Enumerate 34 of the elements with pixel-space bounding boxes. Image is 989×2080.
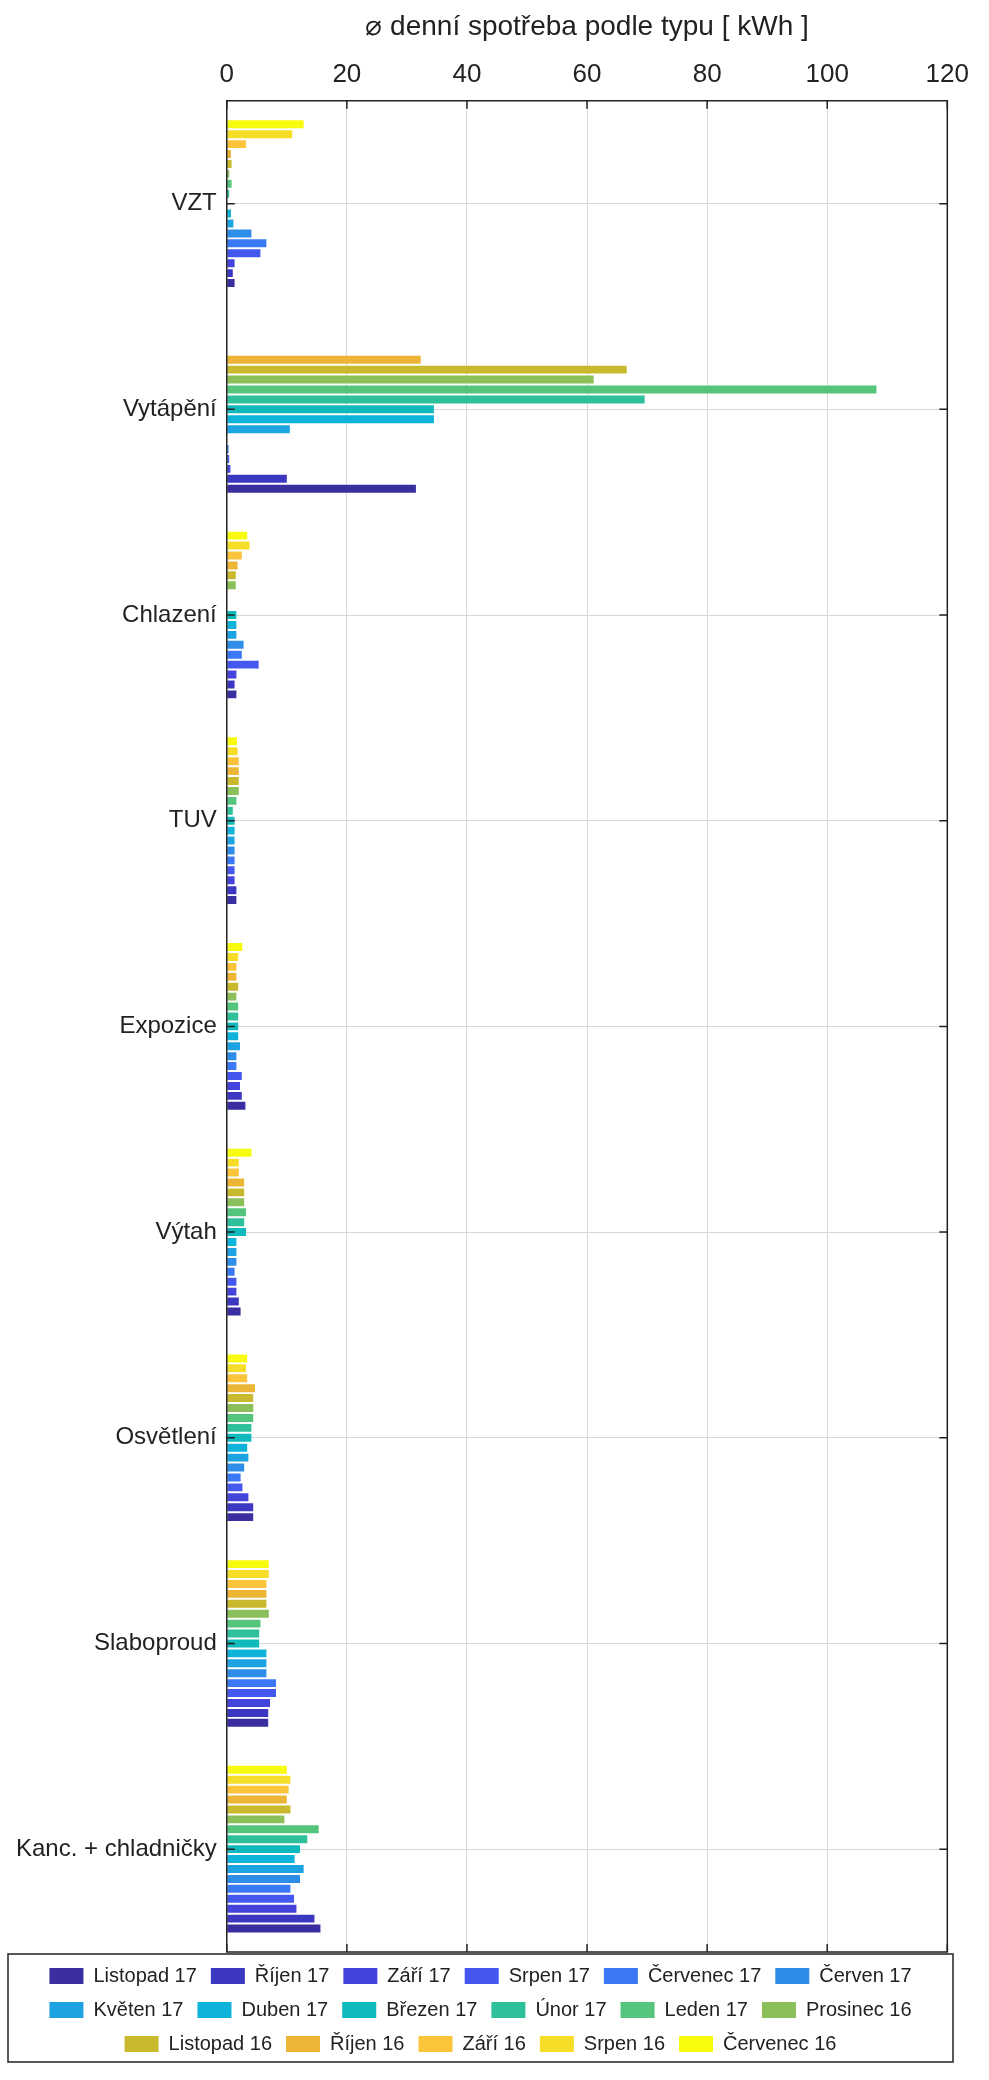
legend-label: Listopad 17 xyxy=(93,1963,197,1986)
y-tick-label: Osvětlení xyxy=(115,1422,218,1450)
legend-label: Prosinec 16 xyxy=(805,1997,912,2020)
legend-label: Říjen 17 xyxy=(254,1963,330,1986)
legend-label: Září 16 xyxy=(462,2031,526,2054)
legend-label: Červen 17 xyxy=(819,1963,912,1986)
x-tick-label: 120 xyxy=(925,58,970,89)
legend-label: Leden 17 xyxy=(664,1997,748,2020)
y-tick-label: Expozice xyxy=(119,1011,217,1039)
legend-label: Květen 17 xyxy=(93,1997,184,2020)
legend-label: Červenec 16 xyxy=(723,2031,837,2054)
y-tick-label: Slaboproud xyxy=(94,1628,217,1656)
legend-label: Únor 17 xyxy=(535,1997,607,2020)
x-tick-label: 20 xyxy=(332,58,362,89)
y-tick-label: Výtah xyxy=(155,1216,217,1244)
y-tick-label: Vytápění xyxy=(122,393,218,421)
x-tick-label: 80 xyxy=(692,58,722,89)
legend-label: Březen 17 xyxy=(386,1997,478,2020)
legend-label: Duben 17 xyxy=(241,1997,329,2020)
legend-label: Srpen 17 xyxy=(508,1963,590,1986)
y-tick-label: VZT xyxy=(171,188,218,216)
y-tick-label: Chlazení xyxy=(122,599,218,627)
x-tick-label: 60 xyxy=(572,58,602,89)
legend-label: Listopad 16 xyxy=(168,2031,272,2054)
y-tick-label: TUV xyxy=(168,805,217,833)
x-tick-label: 100 xyxy=(805,58,849,89)
y-tick-label: Kanc. + chladničky xyxy=(16,1833,217,1861)
x-tick-label: 40 xyxy=(452,58,482,89)
legend-label: Červenec 17 xyxy=(647,1963,762,1986)
x-tick-label: 0 xyxy=(219,58,235,89)
legend-label: Srpen 16 xyxy=(583,2031,666,2054)
legend-label: Říjen 16 xyxy=(330,2031,405,2054)
legend-label: Září 17 xyxy=(387,1963,451,1986)
x-axis-title: ⌀ denní spotřeba podle typu [ kWh ] xyxy=(365,9,809,41)
